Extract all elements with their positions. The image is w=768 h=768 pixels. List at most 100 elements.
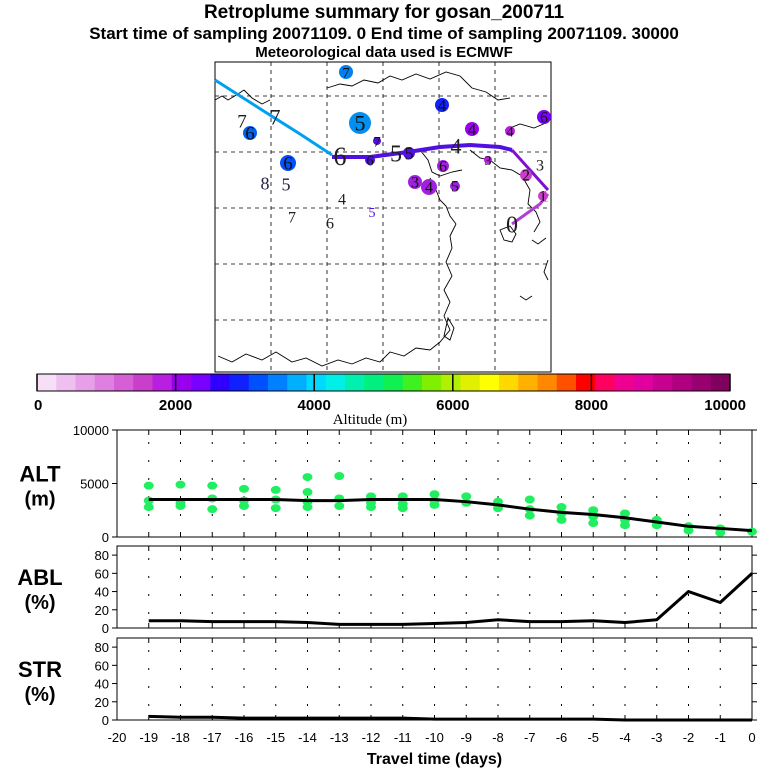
particle-altitude-point: [302, 503, 313, 512]
particle-cluster-label: 6: [326, 216, 334, 233]
colorbar-swatch: [133, 374, 153, 391]
particle-cluster-dot: [408, 175, 422, 189]
particle-cluster-dot: [421, 179, 437, 195]
meteorological-data-line: Meteorological data used is ECMWF: [255, 44, 513, 61]
particle-altitude-point: [175, 501, 186, 510]
colorbar-swatch: [518, 374, 538, 391]
colorbar-swatch: [191, 374, 211, 391]
x-tick-label: -8: [492, 730, 504, 745]
particle-cluster-dot: [538, 191, 548, 201]
particle-cluster-label: 2: [522, 168, 530, 185]
series-line-alt: [148, 498, 753, 533]
colorbar-swatch: [710, 374, 731, 391]
particle-altitude-point: [334, 472, 345, 481]
colorbar-swatch: [460, 374, 481, 391]
y-tick-label: 60: [95, 658, 109, 673]
particle-cluster-dot: [365, 155, 375, 165]
colorbar-tick-label: 10000: [704, 397, 746, 414]
colorbar-swatch: [633, 374, 654, 391]
particle-cluster-dot: [537, 110, 551, 124]
colorbar-swatch: [441, 374, 461, 391]
particle-cluster-dot: [373, 137, 381, 145]
particle-cluster-label: 3: [536, 158, 544, 175]
particle-altitude-point: [239, 484, 249, 493]
coastlines: [214, 71, 549, 367]
x-tick-label: -3: [651, 730, 663, 745]
particle-cluster-label: 7: [373, 134, 381, 150]
y-tick-label: 60: [95, 566, 109, 581]
colorbar-tick-label: 2000: [159, 397, 192, 414]
x-tick-label: -20: [108, 730, 127, 745]
particle-cluster-dot: [403, 147, 415, 159]
colorbar-swatch: [672, 374, 692, 391]
particle-cluster-label: 5: [451, 179, 459, 196]
particle-cluster-dot: [349, 112, 371, 134]
page-title: Retroplume summary for gosan_200711: [203, 2, 565, 23]
particle-cluster-label: 7: [270, 105, 281, 130]
colorbar-tick-label: 4000: [298, 397, 331, 414]
particle-cluster-dot: [437, 160, 449, 172]
colorbar-swatch: [287, 374, 307, 391]
y-tick-label: 40: [95, 585, 109, 600]
panel-alt: ALT(m) 0 5000 10000: [19, 423, 757, 545]
particle-cluster-label: 6: [540, 110, 548, 127]
x-tick-label: -2: [683, 730, 695, 745]
particle-cluster-dot: [484, 156, 492, 164]
particle-altitude-point: [588, 506, 599, 515]
y-tick-label: 80: [95, 640, 109, 655]
particle-altitude-point: [270, 485, 281, 494]
colorbar-swatch: [595, 374, 615, 391]
particle-cluster-dot: [435, 98, 449, 112]
x-tick-label: -14: [298, 730, 317, 745]
panel-abl: ABL(%) 0 20 40 60 80: [17, 545, 757, 636]
particle-altitude-point: [397, 504, 408, 513]
y-tick-label: 20: [95, 603, 109, 618]
colorbar-swatch: [402, 374, 423, 391]
particle-cluster-label: 5: [390, 141, 402, 167]
y-tick-label: 0: [102, 530, 109, 545]
altitude-colorbar: [36, 373, 731, 392]
x-tick-label: -7: [524, 730, 536, 745]
particle-cluster-label: 6: [366, 153, 374, 169]
particle-altitude-point: [239, 501, 249, 510]
particle-altitude-point: [620, 509, 630, 518]
colorbar-swatch: [479, 374, 500, 391]
colorbar-swatch: [37, 374, 57, 391]
particle-altitude-point: [620, 521, 630, 530]
colorbar-swatch: [499, 374, 519, 391]
particle-cluster-dot: [280, 155, 296, 171]
colorbar-swatch: [268, 374, 288, 391]
panel-y-label: ABL: [17, 565, 62, 590]
colorbar-swatch: [325, 374, 346, 391]
colorbar-swatch: [94, 374, 115, 391]
particle-cluster-label: 3: [411, 175, 419, 192]
colorbar-swatch: [75, 374, 96, 391]
colorbar-swatch: [229, 374, 250, 391]
colorbar-swatch: [383, 374, 404, 391]
trajectory-middle-east: [510, 148, 550, 192]
colorbar-swatch: [248, 374, 269, 391]
particle-altitude-point: [175, 480, 186, 489]
series-line-str: [148, 714, 752, 722]
particle-altitude-point: [270, 504, 281, 513]
colorbar-swatch: [114, 374, 134, 391]
colorbar-tick-label: 8000: [575, 397, 608, 414]
x-tick-label: -18: [171, 730, 190, 745]
colorbar-swatch: [691, 374, 712, 391]
colorbar-tick-label: 6000: [436, 397, 469, 414]
y-tick-label: 20: [95, 695, 109, 710]
x-tick-label: 0: [748, 730, 755, 745]
map-gridlines: [215, 62, 551, 372]
y-tick-label: 0: [102, 621, 109, 636]
x-tick-label: -11: [394, 730, 412, 745]
particle-cluster-dot: [339, 65, 353, 79]
panel-y-label: ALT: [19, 462, 61, 487]
particle-cluster-label: 4: [338, 192, 346, 209]
particle-altitude-point: [524, 495, 535, 504]
particle-cluster-label: 4: [438, 96, 447, 115]
particle-cluster-label: 5: [282, 174, 291, 194]
